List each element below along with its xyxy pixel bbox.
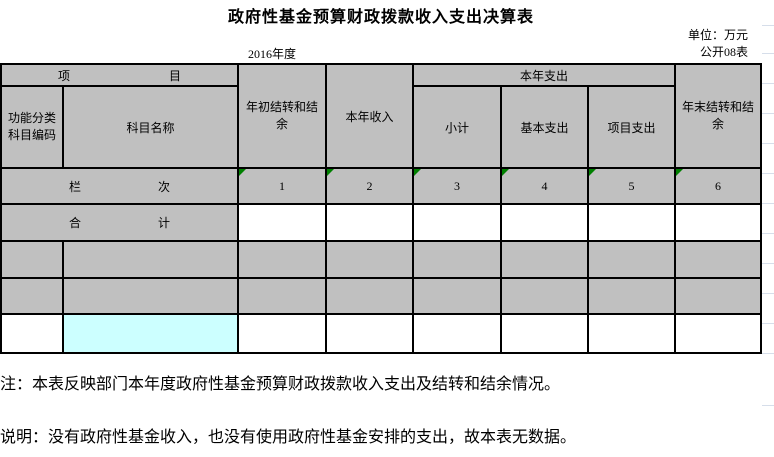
sheet-gridline [762,203,774,204]
data-cell[interactable] [412,313,502,354]
data-cell[interactable] [0,277,64,315]
data-cell[interactable] [412,240,502,279]
column-number-cell[interactable]: 3 [412,167,502,205]
data-cell[interactable] [412,277,502,315]
total-value-cell[interactable] [500,203,589,242]
header-subject-name-cell[interactable]: 科目名称 [62,85,239,169]
table-note: 注：本表反映部门本年度政府性基金预算财政拨款收入支出及结转和结余情况。 [0,376,561,393]
sheet-gridline [762,233,774,234]
sheet-gridline [762,53,774,54]
error-indicator-icon [415,170,421,176]
sheet-gridline [762,25,774,26]
rank-row-label: 栏次 [69,179,170,194]
error-indicator-icon [503,170,509,176]
data-cell[interactable] [325,240,414,279]
sheet-gridline [762,113,774,114]
fiscal-year-label: 2016年度 [248,47,297,61]
data-cell[interactable] [500,313,589,354]
data-cell[interactable] [674,313,762,354]
column-number-cell[interactable]: 5 [587,167,676,205]
sheet-gridline [762,323,774,324]
header-current-expense-label: 本年支出 [519,68,568,83]
sheet-gridline [762,263,774,264]
data-cell[interactable] [500,240,589,279]
total-row-label-cell[interactable]: 合计 [0,203,239,242]
header-current-income-cell[interactable]: 本年收入 [325,63,414,169]
data-cell[interactable] [237,277,327,315]
rank-row-label-cell[interactable]: 栏次 [0,167,239,205]
data-cell[interactable] [62,277,239,315]
header-subject-name-label: 科目名称 [126,120,175,135]
data-cell[interactable] [587,240,676,279]
header-project-expense-cell[interactable]: 项目支出 [587,85,676,169]
total-value-cell[interactable] [237,203,327,242]
error-indicator-icon [240,170,246,176]
data-cell[interactable] [674,240,762,279]
total-row-label: 合计 [69,216,170,230]
total-value-cell[interactable] [674,203,762,242]
header-item-cell[interactable]: 项目 [0,63,239,87]
header-closing-balance-cell[interactable]: 年末结转和结 余 [674,63,762,169]
header-basic-expense-cell[interactable]: 基本支出 [500,85,589,169]
data-cell[interactable] [62,240,239,279]
data-cell[interactable] [0,240,64,279]
header-project-expense-label: 项目支出 [607,120,656,135]
data-cell[interactable] [0,313,64,354]
data-cell[interactable] [237,313,327,354]
header-subtotal-label: 小计 [444,120,469,135]
unit-label: 单位：万元 [687,28,748,42]
header-opening-balance-label: 年初结转和结 余 [245,100,318,131]
column-number-cell[interactable]: 4 [500,167,589,205]
column-number-cell[interactable]: 2 [325,167,414,205]
data-cell[interactable] [500,277,589,315]
header-opening-balance-cell[interactable]: 年初结转和结 余 [237,63,327,169]
report-title: 政府性基金预算财政拨款收入支出决算表 [227,9,534,26]
sheet-gridline [762,83,774,84]
sheet-gridline [762,405,774,406]
total-value-cell[interactable] [587,203,676,242]
sheet-gridline [762,173,774,174]
header-item-label: 项目 [58,68,181,83]
budget-table: 项目 年初结转和结 余 本年收入 本年支出 年末结转和结 余 功能分类 科目编码… [0,63,762,354]
error-indicator-icon [590,170,596,176]
header-closing-balance-label: 年末结转和结 余 [681,100,754,131]
selected-cell[interactable] [62,313,239,354]
header-current-expense-cell[interactable]: 本年支出 [412,63,676,87]
header-basic-expense-label: 基本支出 [520,120,569,135]
total-value-cell[interactable] [325,203,414,242]
data-cell[interactable] [325,277,414,315]
data-cell[interactable] [587,313,676,354]
data-cell[interactable] [587,277,676,315]
data-cell[interactable] [325,313,414,354]
error-indicator-icon [677,170,683,176]
sheet-number-label: 公开08表 [699,45,748,59]
data-cell[interactable] [674,277,762,315]
total-value-cell[interactable] [412,203,502,242]
column-number-cell[interactable]: 6 [674,167,762,205]
table-explanation: 说明：没有政府性基金收入，也没有使用政府性基金安排的支出，故本表无数据。 [0,429,577,446]
data-cell[interactable] [237,240,327,279]
column-number-cell[interactable]: 1 [237,167,327,205]
sheet-gridline [762,143,774,144]
sheet-gridline [762,293,774,294]
header-func-code-label: 功能分类 科目编码 [7,111,56,142]
sheet-gridline [762,353,774,354]
header-func-code-cell[interactable]: 功能分类 科目编码 [0,85,64,169]
error-indicator-icon [328,170,334,176]
header-current-income-label: 本年收入 [345,109,394,124]
header-subtotal-cell[interactable]: 小计 [412,85,502,169]
